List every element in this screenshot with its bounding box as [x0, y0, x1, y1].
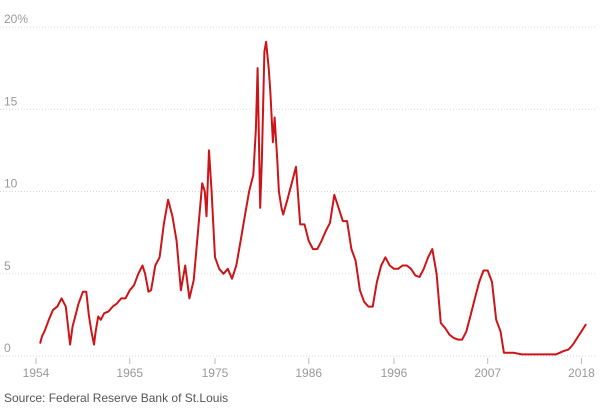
y-tick-label: 5 [4, 259, 11, 273]
x-tick-label: 2018 [568, 366, 595, 380]
y-axis-ticks: 0 5 10 15 20% [4, 12, 28, 355]
y-tick-label: 0 [4, 341, 11, 355]
x-axis-ticks: 1954 1965 1975 1986 1996 2007 2018 [23, 358, 595, 380]
x-tick-label: 1986 [295, 366, 322, 380]
source-note: Source: Federal Reserve Bank of St.Louis [4, 391, 229, 405]
series-line [39, 40, 587, 356]
x-tick-label: 1954 [23, 366, 50, 380]
x-tick-label: 1965 [116, 366, 143, 380]
y-tick-label: 10 [4, 177, 18, 191]
x-tick-label: 2007 [474, 366, 501, 380]
y-tick-label: 20% [4, 12, 28, 26]
x-tick-label: 1975 [202, 366, 229, 380]
y-tick-label: 15 [4, 94, 18, 108]
chart-series [39, 40, 587, 356]
x-tick-label: 1996 [381, 366, 408, 380]
